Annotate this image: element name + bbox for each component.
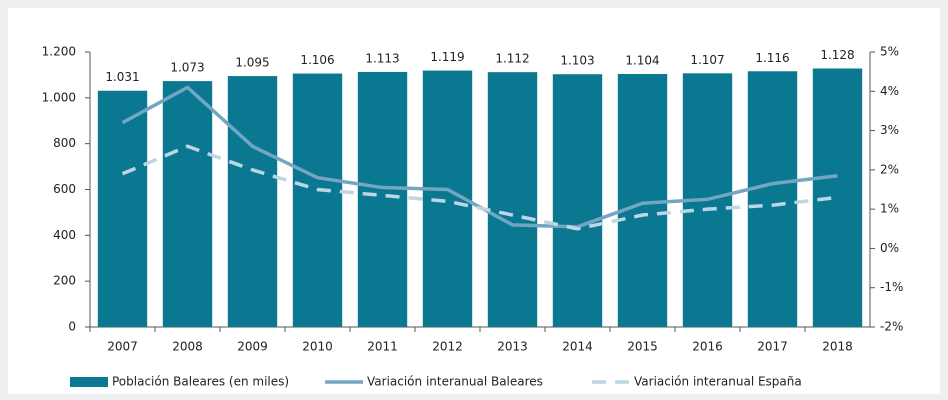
y2-tick-label: -1%	[880, 280, 903, 294]
x-tick-label: 2008	[172, 340, 203, 354]
y-tick-label: 600	[53, 182, 76, 196]
x-tick-label: 2007	[107, 340, 138, 354]
bar	[747, 71, 798, 327]
legend-label: Variación interanual Baleares	[367, 375, 543, 389]
x-tick-label: 2018	[822, 340, 853, 354]
x-tick-label: 2013	[497, 340, 528, 354]
legend-label: Variación interanual España	[634, 375, 802, 389]
bar	[292, 73, 343, 328]
y2-tick-label: 4%	[880, 84, 899, 98]
bar	[97, 90, 148, 328]
data-label: 1.095	[235, 56, 269, 70]
x-tick-label: 2010	[302, 340, 333, 354]
data-label: 1.116	[755, 51, 789, 65]
line-series	[121, 144, 838, 231]
y2-tick-label: 5%	[880, 45, 899, 59]
bar	[227, 76, 278, 327]
data-label: 1.113	[365, 51, 399, 65]
y-tick-label: 400	[53, 228, 76, 242]
data-label: 1.031	[105, 70, 139, 84]
data-label: 1.104	[625, 54, 659, 68]
x-tick-label: 2016	[692, 340, 723, 354]
y2-tick-label: 0%	[880, 241, 899, 255]
y-tick-label: 200	[53, 274, 76, 288]
y2-tick-label: 2%	[880, 162, 899, 176]
legend-swatch	[70, 377, 108, 387]
y-tick-label: 1.200	[42, 45, 76, 59]
bar	[357, 71, 408, 327]
x-tick-label: 2012	[432, 340, 463, 354]
legend-label: Población Baleares (en miles)	[112, 375, 289, 389]
data-label: 1.103	[560, 54, 594, 68]
y-tick-label: 1.000	[42, 90, 76, 104]
x-tick-label: 2014	[562, 340, 593, 354]
data-label: 1.112	[495, 52, 529, 66]
x-tick-label: 2015	[627, 340, 658, 354]
y2-tick-label: 3%	[880, 123, 899, 137]
y2-tick-label: 1%	[880, 202, 899, 216]
y2-tick-label: -2%	[880, 320, 903, 334]
x-tick-label: 2017	[757, 340, 788, 354]
bar	[617, 74, 668, 327]
y-tick-label: 0	[68, 320, 76, 334]
data-label: 1.106	[300, 53, 334, 67]
bar	[162, 81, 213, 328]
data-label: 1.073	[170, 61, 204, 75]
bar	[487, 72, 538, 328]
x-tick-label: 2009	[237, 340, 268, 354]
data-label: 1.128	[820, 48, 854, 62]
y-tick-label: 800	[53, 136, 76, 150]
data-label: 1.119	[430, 50, 464, 64]
data-label: 1.107	[690, 53, 724, 67]
bar	[552, 74, 603, 328]
x-tick-label: 2011	[367, 340, 398, 354]
